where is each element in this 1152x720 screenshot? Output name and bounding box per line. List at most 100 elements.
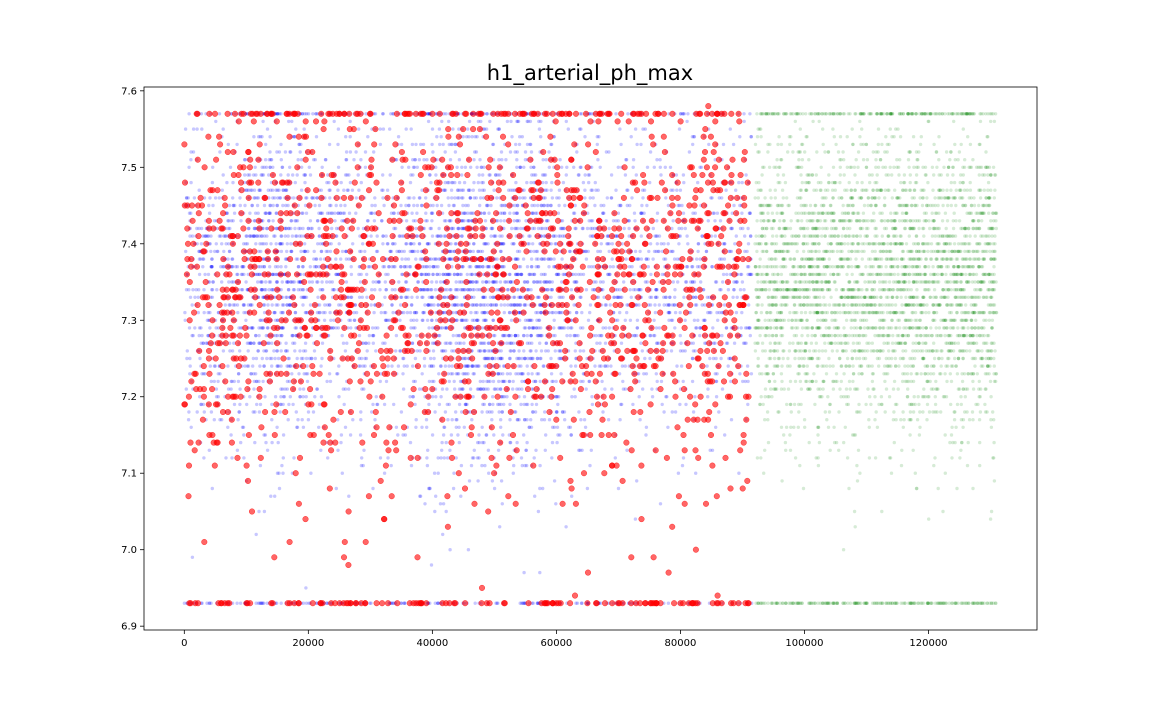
data-point	[317, 203, 322, 208]
data-point	[577, 410, 581, 414]
data-point	[228, 303, 232, 307]
data-point	[423, 303, 427, 307]
data-point	[526, 372, 530, 376]
data-point	[581, 180, 586, 185]
data-point	[212, 364, 217, 368]
data-point	[561, 226, 566, 231]
data-point	[466, 211, 470, 215]
data-point	[235, 448, 240, 452]
data-point	[427, 326, 431, 330]
data-point	[189, 180, 193, 185]
data-point	[372, 310, 376, 315]
data-point	[302, 173, 306, 177]
data-point	[518, 196, 522, 200]
data-point	[396, 135, 401, 139]
data-point	[622, 226, 626, 231]
data-point	[522, 356, 527, 361]
data-point	[296, 418, 300, 422]
data-point	[732, 203, 736, 208]
data-point	[536, 265, 540, 269]
data-point	[436, 601, 440, 605]
data-point	[328, 303, 332, 307]
data-point	[438, 234, 442, 238]
data-point	[357, 364, 361, 368]
data-point	[451, 333, 455, 338]
data-point	[654, 288, 658, 292]
data-point	[343, 203, 347, 208]
data-point	[512, 242, 516, 246]
data-point	[371, 486, 375, 491]
data-point	[301, 387, 306, 391]
data-point	[492, 387, 497, 391]
data-point	[522, 570, 526, 575]
data-point	[570, 395, 574, 399]
data-point	[420, 425, 424, 429]
data-point	[566, 326, 570, 330]
data-point	[529, 356, 533, 361]
data-point	[433, 509, 437, 514]
data-point	[501, 379, 505, 384]
data-point	[328, 310, 332, 315]
data-point	[378, 379, 382, 384]
data-point	[507, 379, 511, 384]
data-point	[507, 333, 511, 338]
data-point	[583, 173, 587, 177]
data-point	[414, 257, 418, 261]
data-point	[381, 112, 385, 116]
data-point	[226, 257, 230, 261]
data-point	[348, 135, 352, 139]
data-point	[696, 318, 700, 322]
data-point	[480, 295, 485, 299]
data-point	[669, 188, 673, 192]
data-point	[519, 402, 523, 407]
data-point	[328, 379, 333, 384]
data-point	[304, 356, 309, 361]
data-point	[451, 180, 455, 185]
data-point	[220, 188, 224, 192]
data-point	[565, 165, 569, 169]
data-point	[363, 165, 368, 169]
data-point	[238, 196, 242, 200]
data-point	[467, 119, 472, 124]
data-point	[477, 456, 481, 460]
data-point	[507, 356, 512, 361]
data-point	[502, 203, 507, 208]
data-point	[657, 249, 661, 254]
data-point	[285, 303, 289, 307]
data-point	[722, 303, 727, 307]
data-point	[610, 242, 614, 246]
data-point	[420, 318, 424, 322]
data-point	[531, 356, 535, 361]
data-point	[491, 402, 495, 407]
data-point	[525, 119, 529, 124]
data-point	[714, 425, 718, 429]
data-point	[288, 395, 292, 399]
data-point	[199, 226, 204, 231]
data-point	[735, 295, 739, 299]
data-point	[290, 333, 294, 338]
data-point	[607, 150, 611, 154]
data-point	[539, 349, 544, 353]
data-point	[349, 326, 353, 330]
data-point	[279, 234, 283, 238]
data-point	[392, 402, 396, 407]
data-point	[425, 318, 430, 322]
data-point	[294, 410, 298, 414]
data-point	[497, 158, 501, 162]
data-point	[492, 433, 496, 437]
data-point	[655, 341, 660, 345]
data-point	[201, 265, 205, 269]
data-point	[429, 180, 433, 185]
data-point	[388, 127, 392, 131]
data-point	[291, 341, 295, 345]
data-point	[619, 142, 623, 147]
data-point	[277, 188, 281, 192]
data-point	[298, 150, 302, 154]
data-point	[301, 288, 306, 292]
data-point	[539, 135, 543, 139]
data-point	[439, 349, 444, 353]
data-point	[519, 364, 523, 368]
data-point	[739, 326, 743, 330]
data-point	[241, 425, 246, 429]
data-point	[394, 349, 398, 353]
